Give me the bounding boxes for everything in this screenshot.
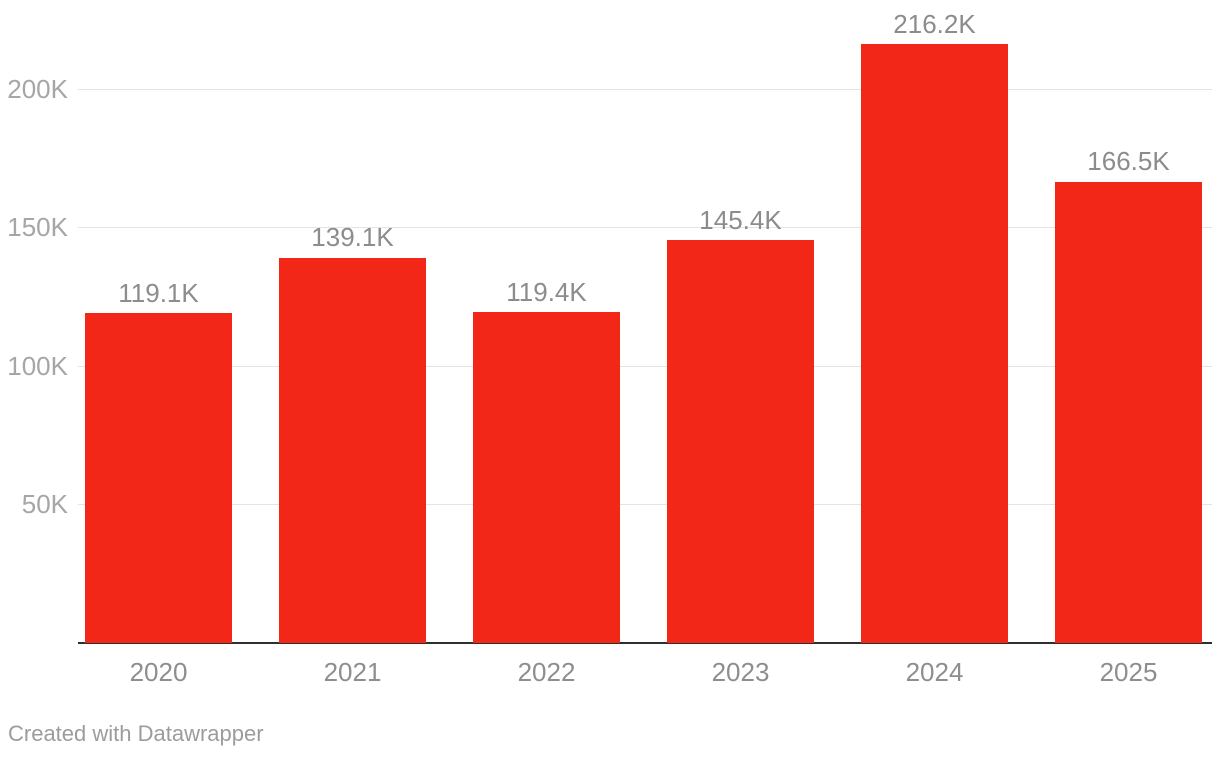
x-tick-label: 2021 [323, 657, 382, 687]
bar-value-label: 119.4K [506, 276, 587, 307]
bar-value-label: 119.1K [118, 277, 199, 308]
y-tick-label: 50K [21, 489, 68, 520]
bar-value-label: 166.5K [1087, 146, 1170, 177]
y-tick-label: 200K [7, 73, 68, 104]
y-gridline [78, 88, 1212, 90]
y-tick-label: 100K [7, 350, 68, 381]
x-tick-label: 2023 [711, 657, 770, 687]
bar-2020: 119.1K [85, 278, 232, 643]
bar-value-label: 145.4K [699, 204, 782, 235]
bar-2021: 139.1K [279, 222, 426, 643]
bar-2024: 216.2K [861, 9, 1008, 643]
bar-2023: 145.4K [667, 205, 814, 643]
bar-value-label: 139.1K [311, 222, 394, 253]
bar-2025: 166.5K [1055, 146, 1202, 643]
attribution-text: Created with Datawrapper [8, 721, 264, 746]
y-tick-label: 150K [7, 212, 68, 243]
x-axis-baseline [78, 642, 1212, 644]
y-gridline [78, 227, 1212, 229]
y-gridline [78, 504, 1212, 506]
bar-value-label: 216.2K [893, 8, 976, 39]
y-gridline [78, 365, 1212, 367]
bar-2022: 119.4K [473, 277, 620, 643]
x-tick-label: 2020 [129, 657, 188, 687]
x-tick-label: 2025 [1099, 657, 1158, 687]
x-axis-labels: 2020 2021 2022 2023 2024 2025 [85, 657, 1202, 687]
bars-layer: 119.1K 139.1K 119.4K 145.4K 216.2K 166.5K [85, 0, 1202, 643]
x-tick-label: 2024 [905, 657, 964, 687]
x-tick-label: 2022 [517, 657, 576, 687]
